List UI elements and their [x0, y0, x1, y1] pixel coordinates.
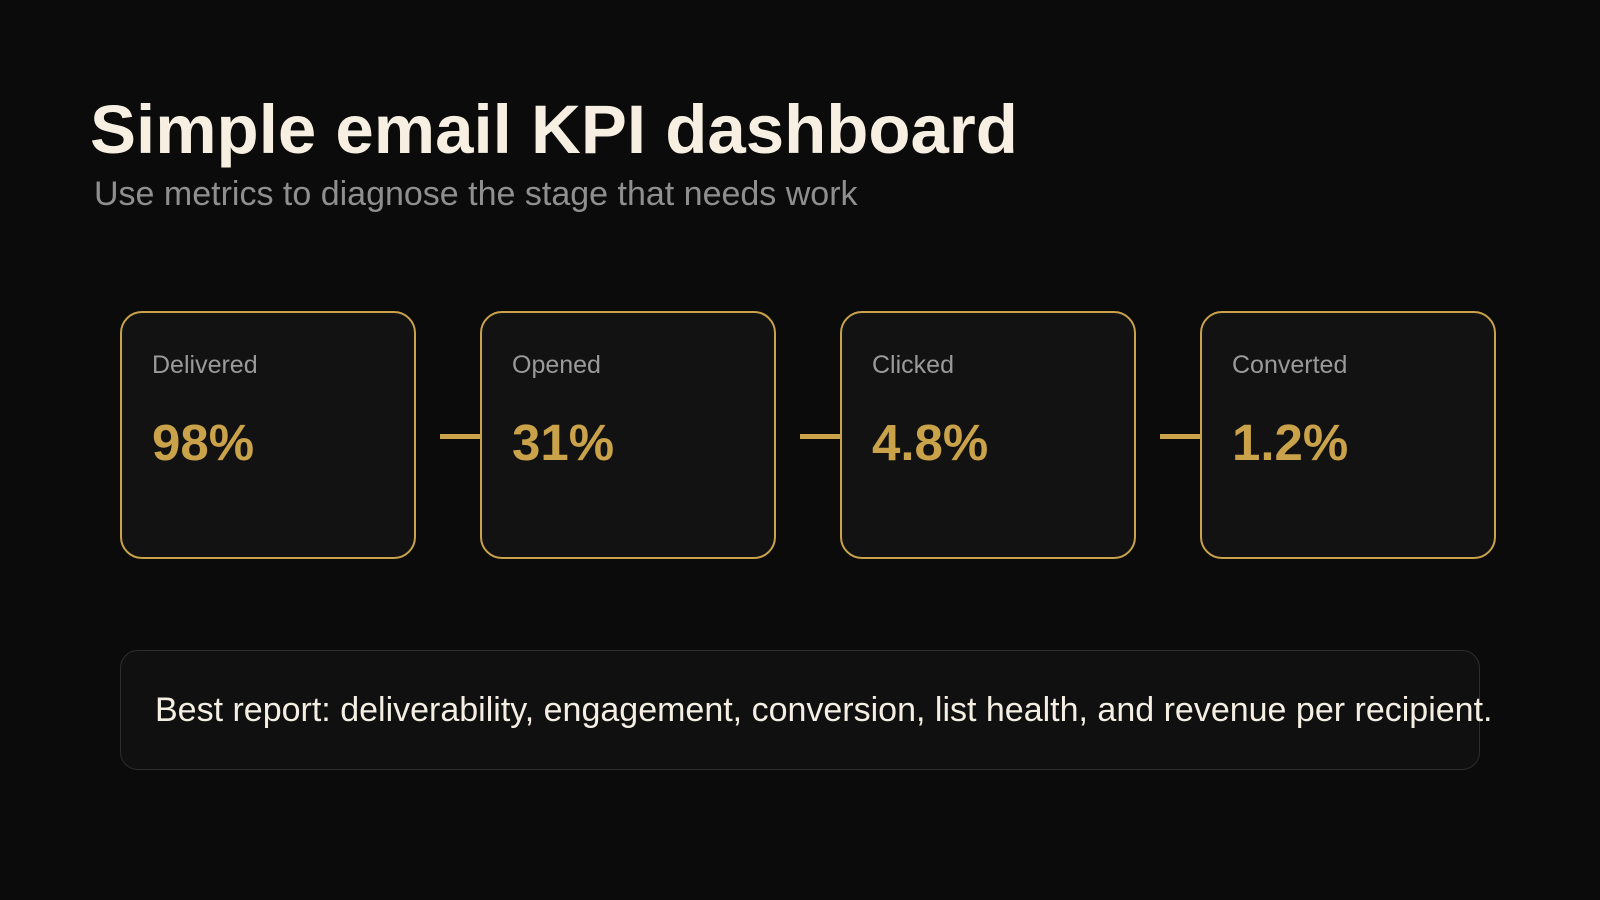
- report-note-text: Best report: deliverability, engagement,…: [155, 691, 1493, 729]
- kpi-card-clicked: Clicked 4.8%: [840, 311, 1136, 559]
- kpi-label: Converted: [1232, 351, 1348, 379]
- kpi-value: 31%: [512, 414, 615, 471]
- kpi-value: 4.8%: [872, 414, 989, 471]
- report-note: Best report: deliverability, engagement,…: [120, 650, 1492, 770]
- kpi-card-converted: Converted 1.2%: [1200, 311, 1496, 559]
- page-title: Simple email KPI dashboard: [90, 91, 1018, 168]
- page-subtitle: Use metrics to diagnose the stage that n…: [94, 175, 858, 213]
- kpi-label: Clicked: [872, 351, 954, 379]
- kpi-card-delivered: Delivered 98%: [120, 311, 416, 559]
- funnel-connector: [1160, 434, 1200, 439]
- kpi-label: Delivered: [152, 351, 258, 379]
- funnel-connector: [440, 434, 480, 439]
- kpi-value: 98%: [152, 414, 255, 471]
- funnel-connector: [800, 434, 840, 439]
- kpi-card-opened: Opened 31%: [480, 311, 776, 559]
- kpi-label: Opened: [512, 351, 601, 379]
- kpi-value: 1.2%: [1232, 414, 1349, 471]
